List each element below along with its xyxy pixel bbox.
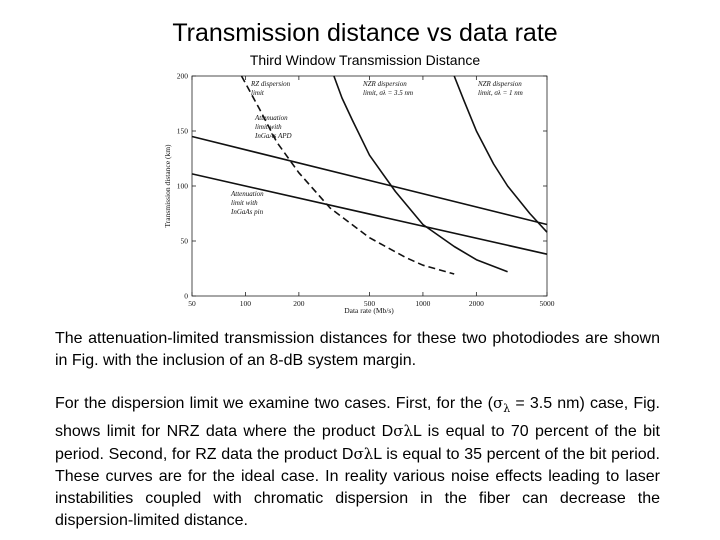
annotation-nzr1-line-1: NZR dispersion — [477, 80, 522, 88]
annotation-pin-line-3: InGaAs pin — [230, 208, 264, 216]
x-axis-label: Data rate (Mb/s) — [344, 306, 394, 315]
annotation-apd-line-1: Attenuation — [254, 114, 288, 122]
annotation-nzr1-line-2: limit, σλ = 1 nm — [478, 89, 523, 97]
annotation-nzr-1: NZR dispersion limit, σλ = 1 nm — [477, 80, 523, 97]
y-tick-label-1: 50 — [181, 237, 189, 246]
annotation-nzr35-line-2: limit, σλ = 3.5 nm — [363, 89, 413, 97]
attenuation-apd-line — [191, 135, 548, 226]
lambda-symbol-2: λ — [403, 422, 413, 441]
x-tick-label-3: 500 — [364, 299, 376, 308]
rz-dispersion-line — [240, 75, 455, 275]
lambda-subscript: λ — [503, 402, 511, 416]
slide-subtitle: Third Window Transmission Distance — [249, 52, 481, 68]
annotation-apd-line-3: InGaAs APD — [254, 132, 292, 140]
annotation-nzr-35: NZR dispersion limit, σλ = 3.5 nm — [362, 80, 413, 97]
x-tick-label-5: 2000 — [469, 299, 484, 308]
nzr-dispersion-35nm-line — [333, 75, 508, 273]
x-tick-label-6: 5000 — [540, 299, 555, 308]
annotation-pin-line-1: Attenuation — [230, 190, 264, 198]
annotation-apd: Attenuation limit with InGaAs APD — [254, 114, 292, 140]
annotation-nzr35-line-1: NZR dispersion — [362, 80, 407, 88]
x-tick-label-2: 200 — [293, 299, 305, 308]
x-tick-label-1: 100 — [240, 299, 252, 308]
nzr-dispersion-1nm-line — [453, 75, 548, 233]
y-tick-label-3: 150 — [177, 127, 189, 136]
annotation-pin-line-2: limit with — [231, 199, 258, 207]
annotation-rz: RZ dispersion limit — [250, 80, 291, 97]
sigma-symbol-2: σ — [393, 422, 404, 441]
y-tick-label-0: 0 — [184, 292, 188, 301]
paragraph-dispersion-part-4: L is equal to 35 percent of the bit peri… — [55, 446, 660, 530]
annotation-rz-line-2: limit — [251, 89, 265, 97]
paragraph-attenuation: The attenuation-limited transmission dis… — [55, 330, 660, 369]
sigma-symbol: σ — [493, 394, 504, 412]
y-tick-label-2: 100 — [177, 182, 189, 191]
x-tick-label-4: 1000 — [415, 299, 430, 308]
x-tick-label-0: 50 — [188, 299, 196, 308]
annotation-apd-line-2: limit with — [255, 123, 282, 131]
paragraph-dispersion-part-3: L is equal to 70 percent of the bit peri… — [55, 423, 660, 464]
paragraph-dispersion-part-1: For the dispersion limit we examine two … — [55, 395, 494, 412]
paragraph-dispersion-part-2: = 3.5 nm) case, Fig. shows limit for NRZ… — [55, 395, 661, 441]
attenuation-pin-line — [191, 173, 548, 255]
lambda-symbol-3: λ — [363, 445, 374, 464]
y-tick-label-4: 200 — [177, 72, 189, 81]
paragraph-dispersion: For the dispersion limit we examine two … — [55, 392, 660, 532]
y-axis-label: Transmission distance (km) — [163, 144, 172, 228]
slide-title: Transmission distance vs data rate — [172, 19, 558, 47]
annotation-pin: Attenuation limit with InGaAs pin — [230, 190, 264, 216]
annotation-rz-line-1: RZ dispersion — [250, 80, 291, 88]
sigma-symbol-3: σ — [353, 445, 364, 464]
